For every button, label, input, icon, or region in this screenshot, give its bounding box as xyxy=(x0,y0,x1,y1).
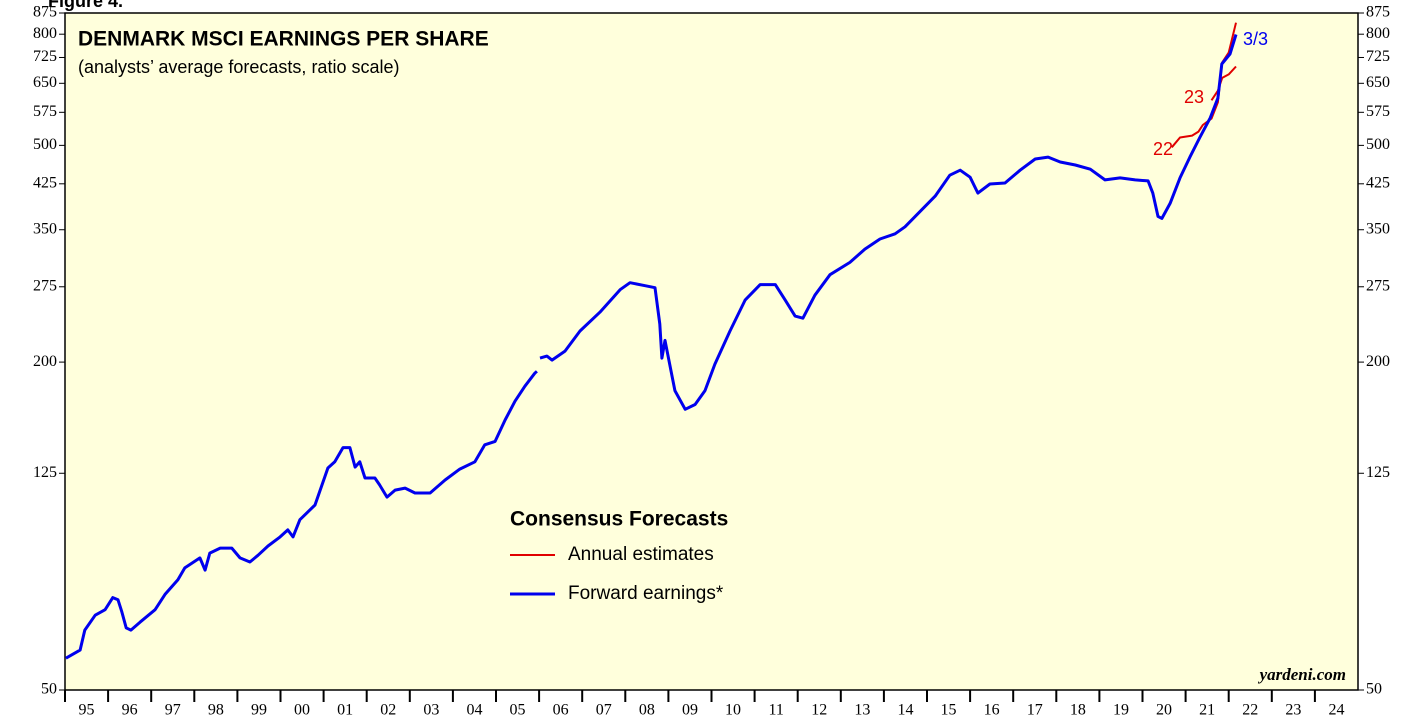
chart-title: DENMARK MSCI EARNINGS PER SHARE xyxy=(78,28,489,51)
y-tick-label: 650 xyxy=(1366,74,1390,91)
y-tick-label: 875 xyxy=(33,4,57,21)
x-tick-label: 16 xyxy=(984,702,1000,717)
annotation: 23 xyxy=(1184,87,1204,107)
y-tick-label: 575 xyxy=(33,103,57,120)
y-tick-label: 425 xyxy=(33,174,57,191)
x-tick-label: 09 xyxy=(682,702,698,717)
y-tick-label: 200 xyxy=(33,353,57,370)
y-tick-label: 650 xyxy=(33,74,57,91)
annotation: 22 xyxy=(1153,139,1173,159)
x-tick-label: 15 xyxy=(941,702,957,717)
x-tick-label: 96 xyxy=(122,702,138,717)
x-tick-label: 05 xyxy=(510,702,526,717)
x-tick-label: 95 xyxy=(79,702,95,717)
legend-label: Forward earnings* xyxy=(568,583,724,604)
y-tick-label: 500 xyxy=(33,136,57,153)
y-tick-label: 350 xyxy=(1366,220,1390,237)
plot-area xyxy=(64,12,1359,691)
x-tick-label: 97 xyxy=(165,702,181,717)
y-tick-label: 350 xyxy=(33,220,57,237)
x-tick-label: 13 xyxy=(854,702,870,717)
x-tick-label: 00 xyxy=(294,702,310,717)
annotation: 3/3 xyxy=(1243,29,1268,49)
x-tick-label: 24 xyxy=(1328,702,1344,717)
legend-title: Consensus Forecasts xyxy=(510,508,728,531)
x-tick-label: 99 xyxy=(251,702,267,717)
series-line xyxy=(65,34,1238,660)
source: yardeni.com xyxy=(1258,665,1346,684)
y-tick-label: 425 xyxy=(1366,174,1390,191)
x-tick-label: 17 xyxy=(1027,702,1043,717)
y-tick-label: 275 xyxy=(33,277,57,294)
x-tick-label: 03 xyxy=(423,702,439,717)
x-tick-label: 06 xyxy=(553,702,569,717)
y-tick-label: 800 xyxy=(1366,25,1390,42)
y-tick-label: 575 xyxy=(1366,103,1390,120)
x-tick-label: 01 xyxy=(337,702,353,717)
x-tick-label: 07 xyxy=(596,702,612,717)
legend-label: Annual estimates xyxy=(568,544,714,565)
x-tick-label: 04 xyxy=(466,702,482,717)
y-tick-label: 50 xyxy=(41,681,57,698)
y-tick-label: 125 xyxy=(33,464,57,481)
x-tick-label: 23 xyxy=(1285,702,1301,717)
y-tick-label: 725 xyxy=(1366,48,1390,65)
y-tick-label: 800 xyxy=(33,25,57,42)
y-tick-label: 500 xyxy=(1366,136,1390,153)
x-tick-label: 21 xyxy=(1199,702,1215,717)
x-tick-label: 12 xyxy=(811,702,827,717)
y-tick-label: 725 xyxy=(33,48,57,65)
y-tick-label: 875 xyxy=(1366,4,1390,21)
x-tick-label: 11 xyxy=(768,702,783,717)
x-tick-label: 20 xyxy=(1156,702,1172,717)
x-tick-label: 19 xyxy=(1113,702,1129,717)
x-tick-label: 98 xyxy=(208,702,224,717)
y-tick-label: 275 xyxy=(1366,277,1390,294)
y-tick-label: 125 xyxy=(1366,464,1390,481)
x-tick-label: 18 xyxy=(1070,702,1086,717)
x-tick-label: 10 xyxy=(725,702,741,717)
x-tick-label: 22 xyxy=(1242,702,1258,717)
y-tick-label: 200 xyxy=(1366,353,1390,370)
chart-subtitle: (analysts’ average forecasts, ratio scal… xyxy=(78,57,399,77)
x-tick-label: 08 xyxy=(639,702,655,717)
y-tick-label: 50 xyxy=(1366,681,1382,698)
x-tick-label: 02 xyxy=(380,702,396,717)
x-tick-label: 14 xyxy=(897,702,913,717)
figure-label: Figure 4. xyxy=(48,0,123,11)
